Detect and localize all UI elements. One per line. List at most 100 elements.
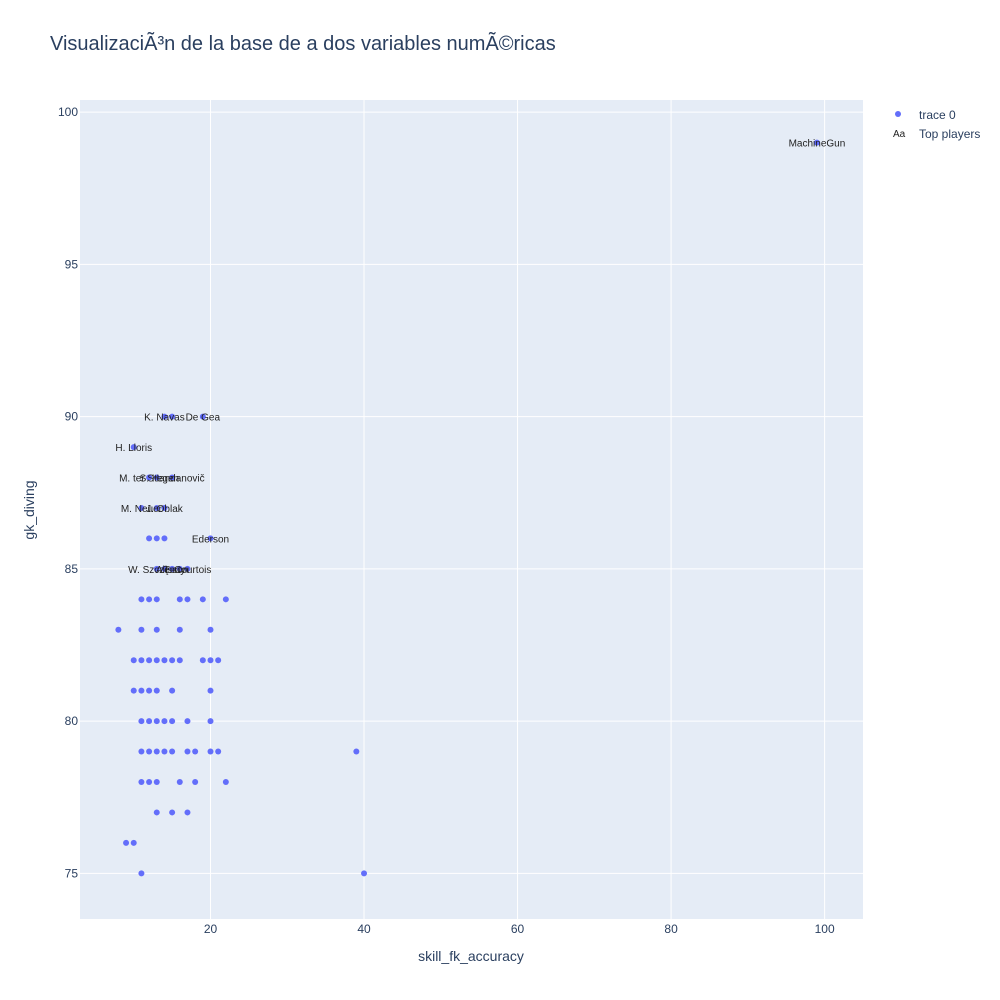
data-point[interactable]	[146, 718, 153, 725]
player-label: S. Handanovič	[140, 474, 205, 485]
data-point[interactable]	[199, 413, 206, 420]
data-point[interactable]	[184, 748, 191, 755]
y-axis-title: gk_diving	[21, 480, 37, 539]
data-point[interactable]	[153, 809, 160, 816]
y-axis-ticks: 75 80 85 90 95 100	[58, 105, 78, 880]
data-points	[115, 139, 820, 877]
player-label: K. Navas	[144, 413, 185, 424]
data-point[interactable]	[184, 809, 191, 816]
data-point[interactable]	[138, 748, 145, 755]
data-point[interactable]	[146, 687, 153, 694]
legend-item-trace-0[interactable]: trace 0	[919, 108, 956, 122]
data-point[interactable]	[161, 413, 168, 420]
data-point[interactable]	[207, 687, 214, 694]
x-tick-label: 40	[357, 922, 371, 936]
data-point[interactable]	[184, 718, 191, 725]
plot-area[interactable]	[80, 100, 863, 919]
x-axis-title: skill_fk_accuracy	[418, 948, 524, 964]
data-point[interactable]	[146, 778, 153, 785]
data-point[interactable]	[153, 504, 160, 511]
data-point[interactable]	[146, 535, 153, 542]
data-point[interactable]	[161, 748, 168, 755]
data-point[interactable]	[207, 748, 214, 755]
data-point[interactable]	[161, 504, 168, 511]
legend-marker-icon	[895, 111, 901, 117]
player-label: T. Courtois	[164, 565, 212, 576]
data-point[interactable]	[207, 718, 214, 725]
data-point[interactable]	[192, 778, 199, 785]
data-point[interactable]	[207, 626, 214, 633]
data-point[interactable]	[169, 748, 176, 755]
data-point[interactable]	[130, 657, 137, 664]
x-tick-label: 100	[815, 922, 835, 936]
data-point[interactable]	[153, 778, 160, 785]
data-point[interactable]	[813, 139, 820, 146]
data-point[interactable]	[192, 748, 199, 755]
data-point[interactable]	[130, 687, 137, 694]
data-point[interactable]	[146, 596, 153, 603]
data-point[interactable]	[161, 535, 168, 542]
player-label: Ederson	[192, 534, 229, 545]
data-point[interactable]	[153, 626, 160, 633]
data-point[interactable]	[153, 596, 160, 603]
data-point[interactable]	[153, 687, 160, 694]
data-point[interactable]	[153, 657, 160, 664]
data-point[interactable]	[207, 657, 214, 664]
data-point[interactable]	[161, 718, 168, 725]
chart-title: VisualizaciÃ³n de la base de a dos varia…	[50, 31, 556, 55]
data-point[interactable]	[176, 565, 183, 572]
data-point[interactable]	[215, 748, 222, 755]
data-point[interactable]	[176, 657, 183, 664]
data-point[interactable]	[153, 748, 160, 755]
data-point[interactable]	[115, 626, 122, 633]
data-point[interactable]	[176, 596, 183, 603]
legend[interactable]: trace 0 Aa Top players	[893, 108, 980, 141]
data-point[interactable]	[222, 596, 229, 603]
data-point[interactable]	[123, 839, 130, 846]
data-point[interactable]	[161, 657, 168, 664]
player-labels: MachineGun K. Navas De Gea H. Lloris M. ter …	[115, 139, 845, 576]
data-point[interactable]	[207, 535, 214, 542]
y-tick-label: 100	[58, 105, 78, 119]
data-point[interactable]	[138, 687, 145, 694]
data-point[interactable]	[153, 565, 160, 572]
data-point[interactable]	[138, 778, 145, 785]
data-point[interactable]	[169, 809, 176, 816]
data-point[interactable]	[169, 657, 176, 664]
data-point[interactable]	[138, 870, 145, 877]
data-point[interactable]	[169, 687, 176, 694]
data-point[interactable]	[361, 870, 368, 877]
data-point[interactable]	[169, 474, 176, 481]
data-point[interactable]	[130, 444, 137, 451]
data-point[interactable]	[138, 718, 145, 725]
data-point[interactable]	[215, 657, 222, 664]
data-point[interactable]	[169, 413, 176, 420]
data-point[interactable]	[138, 657, 145, 664]
player-label: H. Lloris	[115, 443, 152, 454]
legend-text-symbol-icon: Aa	[893, 129, 906, 140]
data-point[interactable]	[169, 718, 176, 725]
data-point[interactable]	[199, 596, 206, 603]
data-point[interactable]	[161, 565, 168, 572]
data-point[interactable]	[353, 748, 360, 755]
data-point[interactable]	[199, 657, 206, 664]
data-point[interactable]	[138, 504, 145, 511]
data-point[interactable]	[146, 474, 153, 481]
data-point[interactable]	[146, 657, 153, 664]
data-point[interactable]	[222, 778, 229, 785]
data-point[interactable]	[169, 565, 176, 572]
data-point[interactable]	[184, 596, 191, 603]
data-point[interactable]	[176, 778, 183, 785]
data-point[interactable]	[176, 626, 183, 633]
player-label: M. ter Stegen	[119, 474, 179, 485]
data-point[interactable]	[153, 718, 160, 725]
data-point[interactable]	[130, 839, 137, 846]
legend-item-top-players[interactable]: Top players	[919, 127, 980, 141]
data-point[interactable]	[184, 565, 191, 572]
player-label: J. Oblak	[146, 504, 184, 515]
data-point[interactable]	[153, 474, 160, 481]
data-point[interactable]	[138, 626, 145, 633]
data-point[interactable]	[153, 535, 160, 542]
data-point[interactable]	[146, 748, 153, 755]
data-point[interactable]	[138, 596, 145, 603]
